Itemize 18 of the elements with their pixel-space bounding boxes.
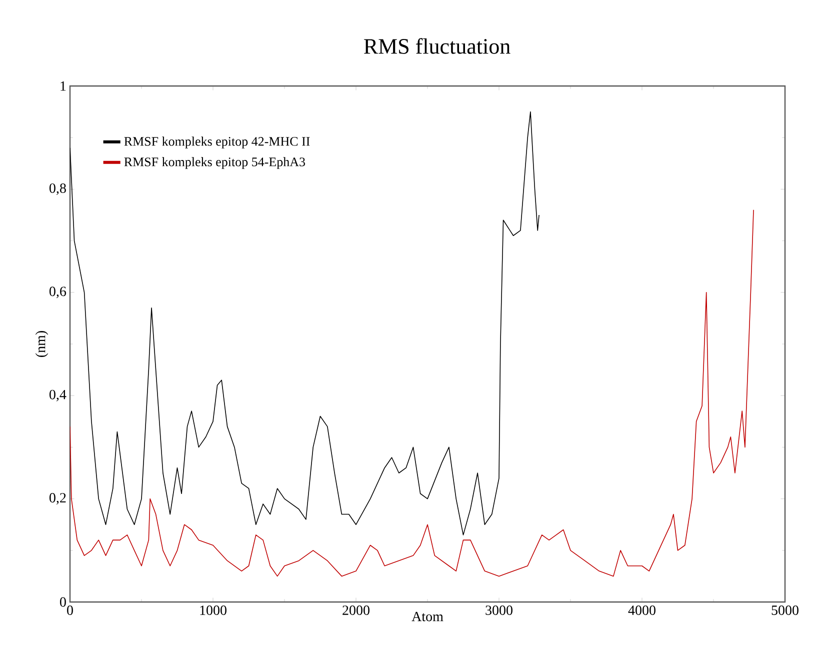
x-axis-title: Atom: [412, 612, 444, 622]
x-tick-label: 4000: [628, 606, 656, 615]
x-tick-label: 0: [67, 606, 73, 615]
line-series: [70, 111, 540, 536]
chart-title: RMS fluctuation: [364, 38, 510, 54]
y-tick-label: 0,6: [50, 286, 66, 298]
y-axis-title: (nm): [35, 331, 48, 357]
x-tick-label: 3000: [486, 606, 512, 615]
y-tick-label: 0,2: [50, 493, 66, 505]
y-tick-label: 0,8: [50, 183, 66, 195]
x-tick-label: 1000: [200, 606, 226, 615]
y-tick-label: 1: [60, 81, 66, 91]
x-tick-label: 5000: [772, 606, 798, 615]
y-tick-label: 0,4: [50, 390, 66, 402]
x-tick-label: 2000: [342, 606, 370, 615]
y-tick-label: 0: [60, 597, 66, 607]
legend-label: RMSF kompleks epitop 42-MHC II: [124, 136, 310, 148]
legend-label: RMSF kompleks epitop 54-EphA3: [124, 157, 306, 169]
